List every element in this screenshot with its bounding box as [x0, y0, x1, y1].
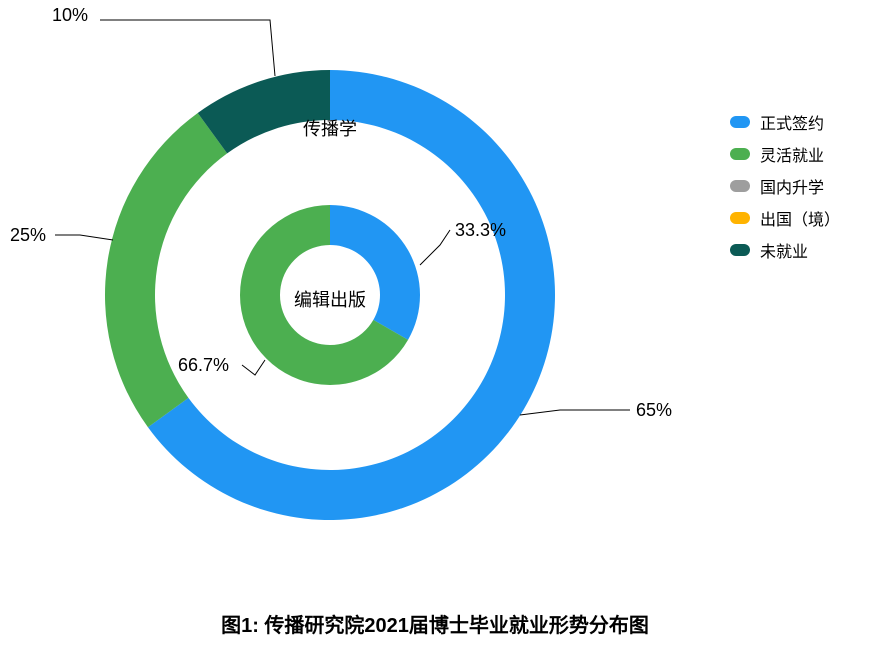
legend-item-0: 正式签约 [730, 110, 840, 134]
legend-swatch-4 [730, 244, 750, 256]
outer-seg-2-label: 10% [52, 5, 88, 26]
legend-swatch-2 [730, 180, 750, 192]
ring-1-seg-0 [330, 205, 420, 340]
legend-swatch-0 [730, 116, 750, 128]
legend-label-3: 出国（境） [760, 206, 840, 230]
legend-label-1: 灵活就业 [760, 142, 824, 166]
legend-label-0: 正式签约 [760, 110, 824, 134]
leader-line-0 [520, 410, 630, 415]
outer-ring-label: 传播学 [290, 115, 370, 141]
leader-line-4 [242, 360, 265, 375]
legend-item-3: 出国（境） [730, 206, 840, 230]
inner-seg-0-label: 33.3% [455, 220, 506, 241]
outer-seg-1-label: 25% [10, 225, 46, 246]
donut-chart: 传播学 编辑出版 65% 25% 10% 33.3% 66.7% [0, 0, 870, 590]
ring-0-seg-1 [105, 113, 227, 427]
legend-item-2: 国内升学 [730, 174, 840, 198]
legend: 正式签约 灵活就业 国内升学 出国（境） 未就业 [730, 110, 840, 270]
leader-line-2 [100, 20, 275, 76]
legend-swatch-3 [730, 212, 750, 224]
legend-item-1: 灵活就业 [730, 142, 840, 166]
legend-swatch-1 [730, 148, 750, 160]
donut-svg [0, 0, 870, 590]
outer-seg-0-label: 65% [636, 400, 672, 421]
leader-line-1 [55, 235, 113, 240]
legend-item-4: 未就业 [730, 238, 840, 262]
legend-label-2: 国内升学 [760, 174, 824, 198]
legend-label-4: 未就业 [760, 238, 808, 262]
inner-ring-label: 编辑出版 [290, 286, 370, 312]
inner-seg-1-label: 66.7% [178, 355, 229, 376]
leader-line-3 [420, 230, 450, 265]
chart-caption: 图1: 传播研究院2021届博士毕业就业形势分布图 [0, 609, 870, 638]
